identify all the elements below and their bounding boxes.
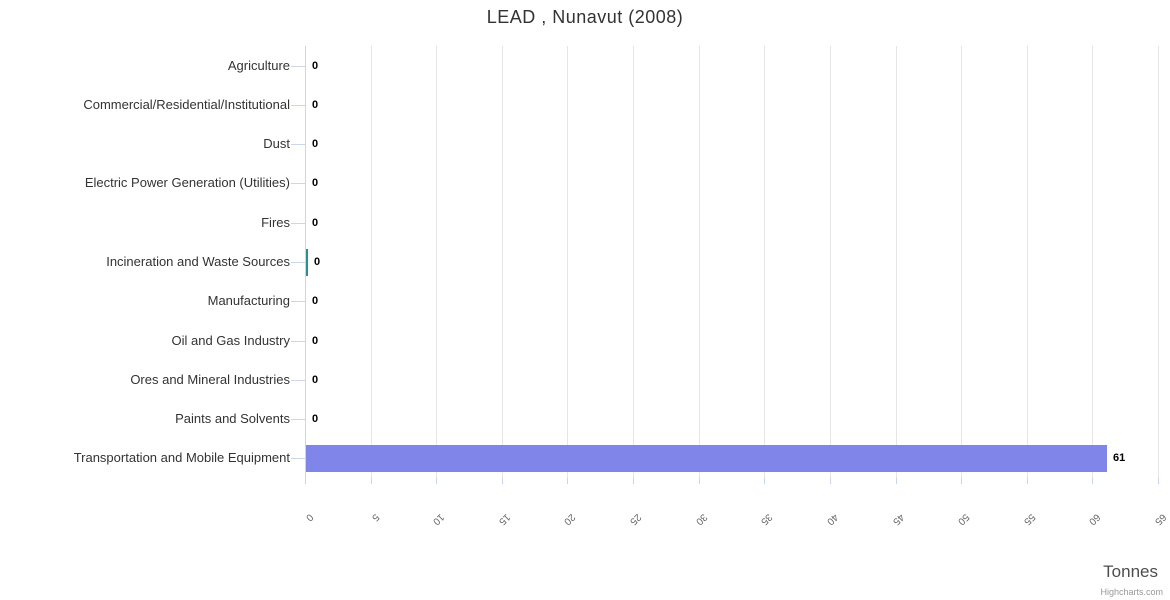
category-axis-tick	[291, 223, 305, 224]
category-label: Paints and Solvents	[175, 411, 290, 426]
category-axis-tick	[291, 105, 305, 106]
data-label: 0	[312, 60, 319, 72]
category-axis-tick	[291, 419, 305, 420]
data-label: 0	[314, 256, 321, 268]
data-label: 0	[312, 177, 319, 189]
value-axis-tick-label: 0	[303, 511, 315, 523]
bar-10[interactable]	[306, 445, 1107, 472]
category-axis-tick	[291, 301, 305, 302]
value-axis-tick-label: 20	[561, 511, 577, 527]
gridline	[502, 46, 503, 478]
value-axis-tick	[896, 478, 897, 484]
value-axis-tick-label: 60	[1086, 511, 1102, 527]
data-label: 0	[312, 335, 319, 347]
value-axis-tick-label: 30	[693, 511, 709, 527]
value-axis-tick-label: 15	[496, 511, 512, 527]
value-axis-tick	[502, 478, 503, 484]
value-axis-tick-label: 45	[890, 511, 906, 527]
gridline	[567, 46, 568, 478]
value-axis-title: Tonnes	[1103, 562, 1158, 581]
gridline	[1092, 46, 1093, 478]
category-label: Transportation and Mobile Equipment	[73, 450, 290, 465]
value-axis-tick	[1027, 478, 1028, 484]
value-axis-tick-label: 50	[955, 511, 971, 527]
highcharts-credit[interactable]: Highcharts.com	[1100, 587, 1163, 597]
value-axis-tick	[567, 478, 568, 484]
value-axis-tick	[830, 478, 831, 484]
value-axis-tick	[699, 478, 700, 484]
value-axis-tick-label: 55	[1021, 511, 1037, 527]
value-axis-tick	[1092, 478, 1093, 484]
category-axis-tick	[291, 144, 305, 145]
category-label: Fires	[261, 215, 290, 230]
gridline	[699, 46, 700, 478]
gridline	[1027, 46, 1028, 478]
category-axis-tick	[291, 341, 305, 342]
gridline	[961, 46, 962, 478]
category-label: Ores and Mineral Industries	[130, 372, 290, 387]
gridline	[896, 46, 897, 478]
value-axis-tick	[764, 478, 765, 484]
data-label: 0	[312, 99, 319, 111]
gridline	[436, 46, 437, 478]
category-label: Oil and Gas Industry	[171, 333, 291, 348]
value-axis-tick	[371, 478, 372, 484]
value-axis-tick-label: 5	[369, 511, 381, 523]
category-axis-tick	[291, 458, 305, 459]
category-label: Commercial/Residential/Institutional	[83, 97, 290, 112]
data-label: 0	[312, 374, 319, 386]
data-label: 0	[312, 138, 319, 150]
category-axis-tick	[291, 380, 305, 381]
gridline	[371, 46, 372, 478]
value-axis-tick	[633, 478, 634, 484]
value-axis-tick-label: 40	[824, 511, 840, 527]
category-axis-tick	[291, 66, 305, 67]
data-label: 0	[312, 295, 319, 307]
value-axis-tick	[436, 478, 437, 484]
value-axis-tick	[1158, 478, 1159, 484]
category-label: Manufacturing	[207, 293, 290, 308]
category-axis-tick	[291, 183, 305, 184]
category-label: Electric Power Generation (Utilities)	[84, 175, 290, 190]
data-label: 61	[1113, 452, 1126, 464]
chart-title: LEAD , Nunavut (2008)	[486, 7, 684, 27]
bar-5[interactable]	[306, 249, 308, 276]
value-axis-tick	[961, 478, 962, 484]
value-axis-tick-label: 25	[627, 511, 643, 527]
category-label: Agriculture	[227, 58, 290, 73]
value-axis-tick-label: 10	[430, 511, 446, 527]
category-label: Dust	[263, 136, 290, 151]
value-axis-tick-label: 35	[758, 511, 774, 527]
category-axis-tick	[291, 262, 305, 263]
value-axis-tick-label: 65	[1152, 511, 1168, 527]
gridline	[764, 46, 765, 478]
data-label: 0	[312, 217, 319, 229]
plot-area	[305, 46, 1159, 478]
gridline	[830, 46, 831, 478]
gridline	[633, 46, 634, 478]
data-label: 0	[312, 413, 319, 425]
value-axis-tick	[305, 478, 306, 484]
gridline	[1158, 46, 1159, 478]
category-axis-line	[305, 46, 306, 484]
category-label: Incineration and Waste Sources	[106, 254, 290, 269]
